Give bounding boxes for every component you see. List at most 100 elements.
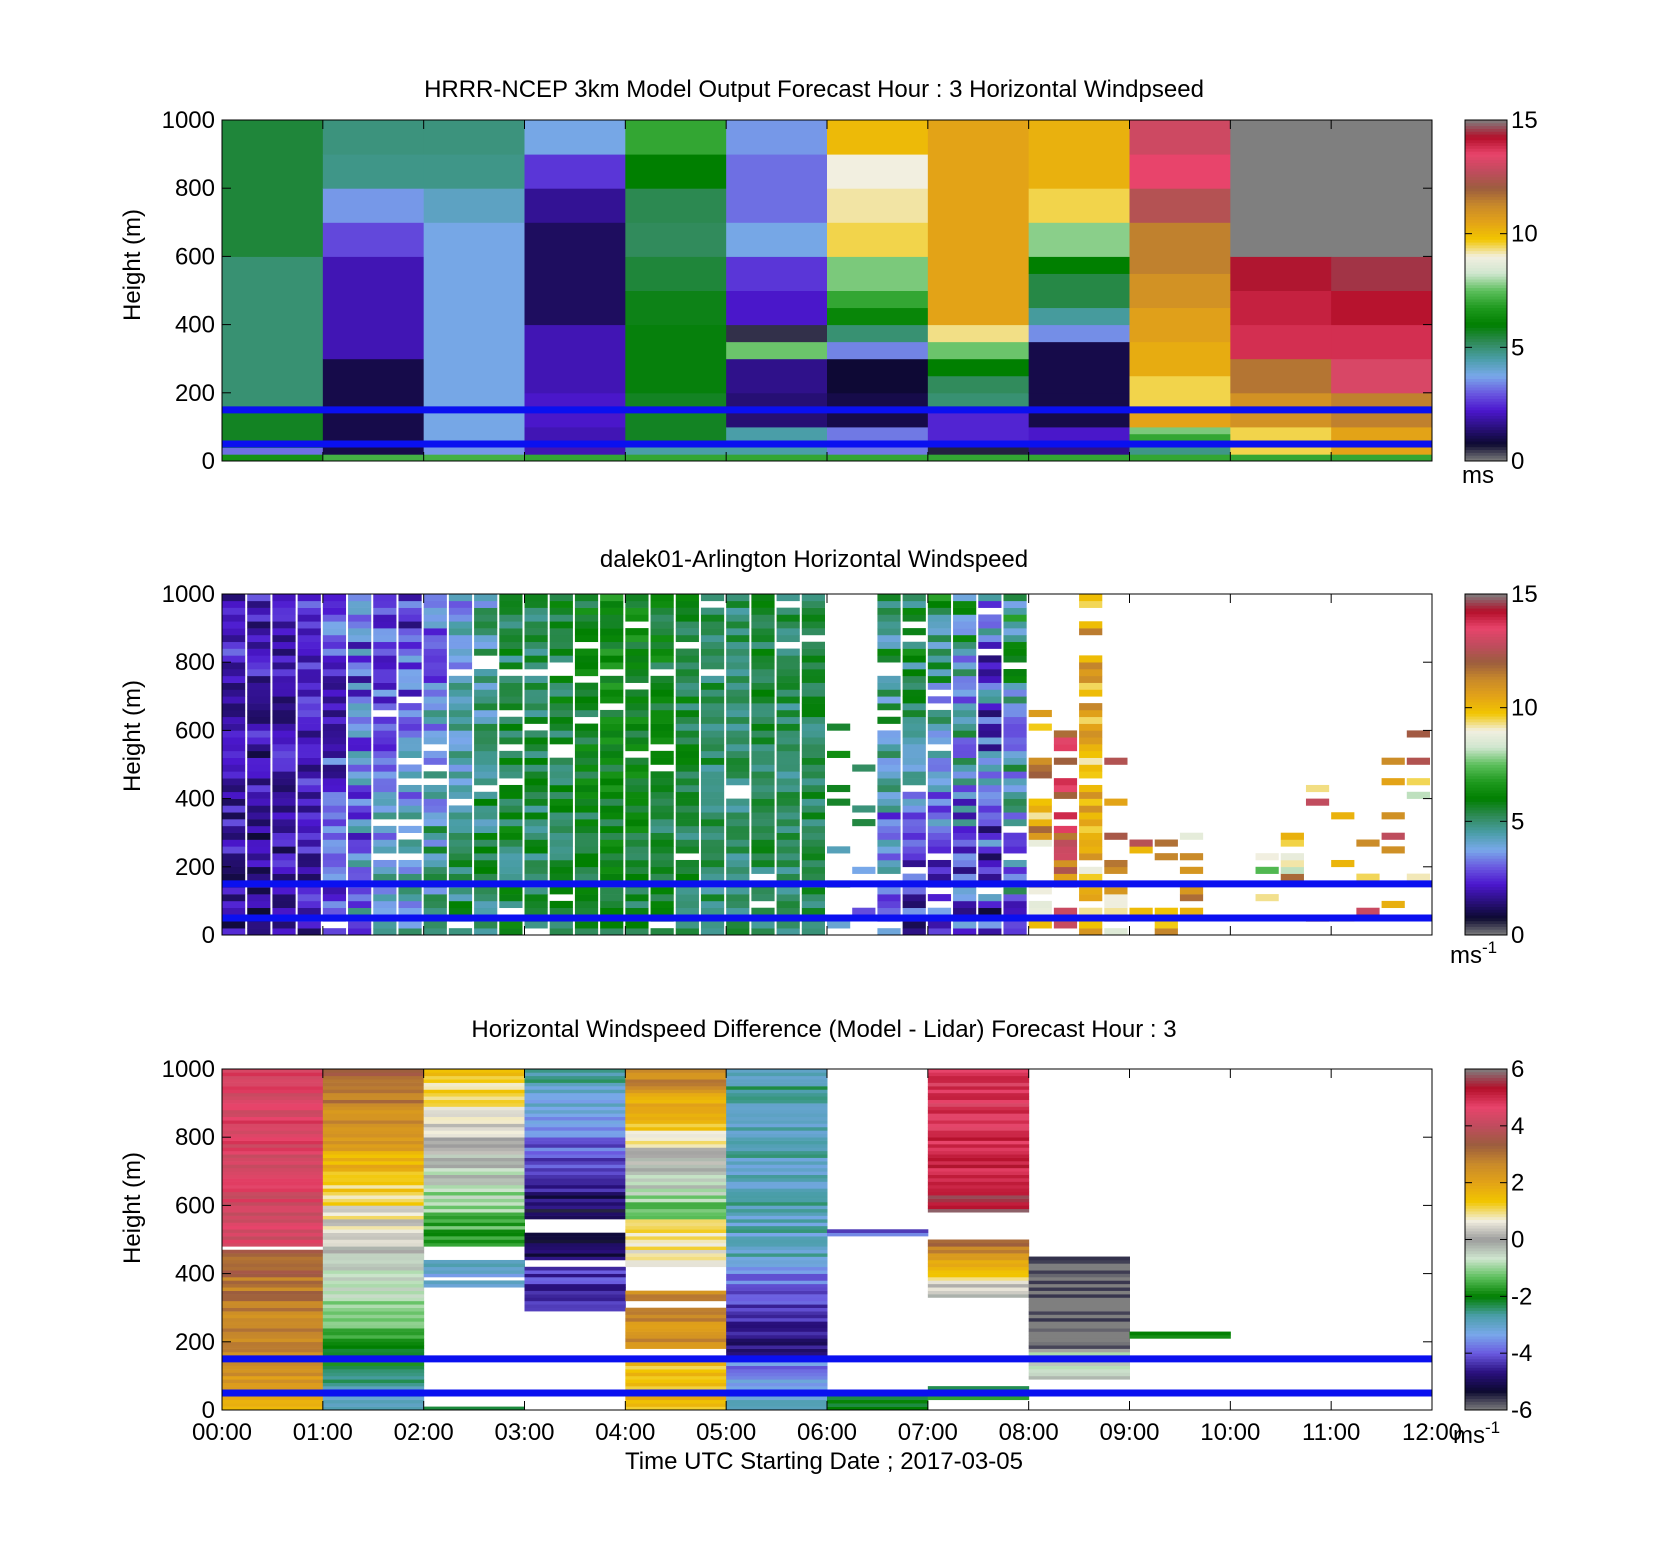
lidar-gate <box>247 628 271 636</box>
x-tick-label: 07:00 <box>898 1419 958 1446</box>
model-cell <box>1230 324 1332 360</box>
difference-cell <box>423 1161 525 1165</box>
difference-cell <box>524 1270 626 1274</box>
lidar-gate <box>297 744 321 752</box>
colorbar-segment <box>1465 690 1507 694</box>
lidar-gate <box>953 737 977 745</box>
difference-cell <box>827 1396 929 1401</box>
lidar-gate <box>625 689 649 697</box>
lidar-gate <box>499 900 523 909</box>
lidar-gate <box>726 662 750 670</box>
lidar-gate <box>801 675 825 683</box>
difference-cell <box>927 1266 1030 1271</box>
lidar-gate <box>978 832 1002 840</box>
colorbar-segment <box>1465 605 1507 609</box>
difference-cell <box>625 1161 727 1165</box>
difference-cell <box>524 1150 626 1155</box>
lidar-gate <box>1104 928 1128 936</box>
lidar-gate <box>650 757 674 765</box>
lidar-gate <box>827 921 851 929</box>
colorbar-tick-label: 15 <box>1511 107 1538 134</box>
lidar-gate <box>726 887 750 895</box>
lidar-gate <box>373 675 397 683</box>
difference-cell <box>726 1195 828 1199</box>
difference-cell <box>927 1242 1030 1247</box>
lidar-gate <box>751 778 775 786</box>
lidar-gate <box>524 894 548 902</box>
lidar-gate <box>801 669 825 677</box>
colorbar-segment <box>1465 1341 1507 1346</box>
lidar-gate <box>801 812 825 820</box>
lidar-gate <box>726 594 750 602</box>
x-tick-label: 06:00 <box>797 1419 857 1446</box>
lidar-gate <box>297 853 321 861</box>
lidar-gate <box>953 921 977 929</box>
model-cell <box>1129 426 1231 435</box>
lidar-gate <box>877 894 901 902</box>
difference-cell <box>423 1184 525 1189</box>
lidar-gate <box>801 866 825 874</box>
lidar-gate <box>322 873 347 881</box>
lidar-gate <box>222 846 246 854</box>
lidar-gate <box>322 832 347 840</box>
difference-cell <box>726 1246 828 1251</box>
colorbar-segment <box>1465 381 1507 385</box>
difference-cell <box>1028 1311 1130 1315</box>
lidar-gate <box>600 757 624 765</box>
difference-cell <box>423 1109 525 1114</box>
lidar-gate <box>247 921 271 929</box>
colorbar-segment <box>1465 886 1507 890</box>
lidar-gate <box>751 709 775 718</box>
difference-cell <box>322 1167 425 1172</box>
colorbar-segment <box>1465 350 1507 354</box>
colorbar-segment <box>1465 134 1507 138</box>
difference-cell <box>625 1253 727 1257</box>
lidar-gate <box>1079 853 1103 861</box>
lidar-gate <box>373 921 397 929</box>
lidar-gate <box>499 791 523 799</box>
lidar-gate <box>1079 771 1103 779</box>
lidar-gate <box>247 853 271 861</box>
difference-cell <box>322 1242 425 1247</box>
lidar-gate <box>625 839 649 847</box>
difference-cell <box>222 1324 324 1329</box>
lidar-gate <box>877 819 901 827</box>
lidar-gate <box>272 866 296 874</box>
lidar-gate <box>801 655 825 663</box>
colorbar-segment <box>1465 208 1507 212</box>
lidar-gate <box>801 900 825 909</box>
lidar-gate <box>1053 907 1078 915</box>
lidar-gate <box>902 716 926 724</box>
lidar-gate <box>448 873 473 881</box>
model-cell <box>625 290 727 326</box>
lidar-gate <box>978 866 1002 874</box>
model-cell <box>322 188 425 223</box>
difference-cell <box>927 1092 1030 1097</box>
lidar-gate <box>902 853 926 861</box>
model-cell <box>625 188 727 223</box>
difference-cell <box>625 1092 727 1097</box>
lidar-gate <box>448 812 473 820</box>
lidar-gate <box>600 771 624 779</box>
lidar-gate <box>700 805 725 813</box>
lidar-gate <box>222 757 246 765</box>
lidar-gate <box>1003 757 1027 765</box>
lidar-gate <box>398 709 422 718</box>
colorbar-tick-label: -4 <box>1511 1340 1532 1367</box>
lidar-gate <box>801 723 825 731</box>
panel-3-ylabel: Height (m) <box>119 1152 146 1264</box>
lidar-gate <box>902 791 926 799</box>
lidar-gate <box>423 784 447 793</box>
lidar-gate <box>574 634 599 643</box>
difference-cell <box>423 1140 525 1145</box>
difference-cell <box>927 1386 1030 1390</box>
x-tick-label: 12:00 <box>1402 1419 1462 1446</box>
difference-cell <box>726 1256 828 1261</box>
lidar-gate <box>700 709 725 718</box>
model-cell <box>726 222 828 257</box>
model-cell <box>625 392 727 445</box>
difference-cell <box>927 1195 1030 1199</box>
lidar-gate <box>902 648 926 656</box>
lidar-gate <box>247 771 271 779</box>
lidar-gate <box>600 846 624 854</box>
